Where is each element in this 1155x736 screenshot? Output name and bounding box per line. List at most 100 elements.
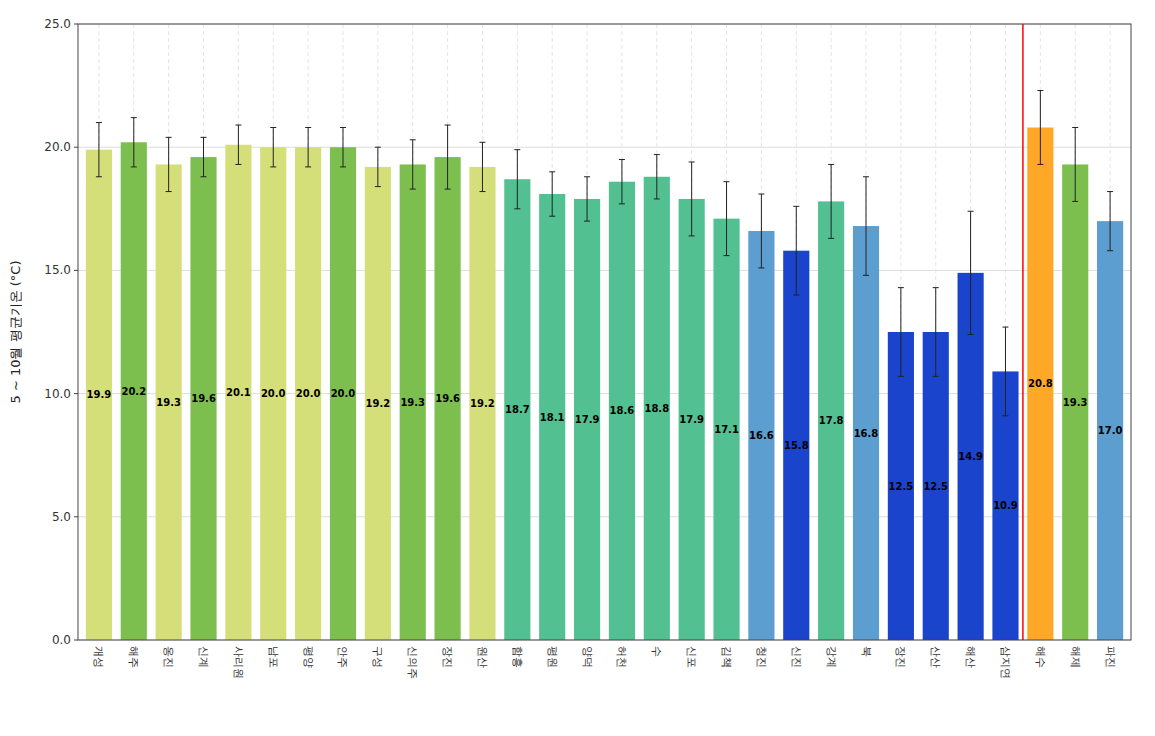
error-bar — [96, 123, 102, 177]
y-tick-label: 15.0 — [44, 263, 71, 277]
x-tick-label: 수 — [650, 646, 663, 657]
data-label: 19.3 — [400, 397, 425, 408]
x-tick-label: 신계 — [197, 646, 210, 668]
x-tick-label: 사리원 — [232, 646, 245, 679]
data-label: 17.0 — [1098, 425, 1123, 436]
y-tick — [74, 270, 78, 271]
bar — [818, 201, 844, 640]
bar — [679, 199, 705, 640]
chart-container: 19.920.219.319.620.120.020.020.019.219.3… — [0, 0, 1155, 736]
error-bar — [305, 127, 311, 166]
error-bar — [166, 137, 172, 191]
grid — [78, 24, 1131, 640]
data-label: 19.6 — [191, 393, 216, 404]
data-label: 18.6 — [610, 405, 635, 416]
error-bar — [410, 140, 416, 189]
error-bar — [201, 137, 207, 176]
x-tick-label: 김책 — [720, 646, 733, 668]
data-label: 16.8 — [854, 428, 879, 439]
plot-marks — [86, 24, 1123, 640]
y-tick — [74, 640, 78, 641]
x-tick-label: 구성 — [371, 646, 384, 668]
bar — [295, 147, 321, 640]
x-tick-label: 삼지연 — [999, 646, 1012, 679]
data-label: 19.2 — [470, 398, 495, 409]
y-tick-label: 10.0 — [44, 387, 71, 401]
data-label: 15.8 — [784, 440, 809, 451]
x-tick-label: 신포 — [685, 646, 698, 668]
data-label: 20.1 — [226, 387, 251, 398]
data-labels: 19.920.219.319.620.120.020.020.019.219.3… — [87, 378, 1123, 511]
error-bar — [549, 172, 555, 216]
data-label: 20.8 — [1028, 378, 1053, 389]
divider-line — [1022, 24, 1024, 640]
error-bar — [724, 182, 730, 256]
y-tick — [74, 516, 78, 517]
error-bar — [1037, 91, 1043, 165]
data-label: 20.0 — [261, 388, 286, 399]
x-tick-label: 해수 — [1034, 646, 1047, 668]
error-bar — [375, 147, 381, 186]
data-label: 18.7 — [505, 404, 530, 415]
bar — [574, 199, 600, 640]
chart-svg: 19.920.219.319.620.120.020.020.019.219.3… — [0, 0, 1155, 736]
data-label: 18.8 — [644, 403, 669, 414]
error-bar — [863, 177, 869, 276]
x-tick-label: 남포 — [267, 646, 280, 668]
error-bar — [619, 160, 625, 204]
x-tick-label: 양덕 — [581, 646, 594, 668]
x-tick-label: 허천 — [615, 646, 628, 668]
bar — [504, 179, 530, 640]
bar — [1097, 221, 1123, 640]
y-tick-label: 25.0 — [44, 17, 71, 31]
bar — [609, 182, 635, 640]
x-tick-label: 해제 — [1069, 646, 1082, 668]
data-label: 12.5 — [889, 481, 914, 492]
data-label: 17.9 — [575, 414, 600, 425]
x-tick-label: 평양 — [302, 646, 315, 668]
data-label: 18.1 — [540, 412, 565, 423]
data-label: 19.9 — [87, 389, 112, 400]
bar — [748, 231, 774, 640]
y-tick-label: 0.0 — [52, 633, 71, 647]
data-label: 17.8 — [819, 415, 844, 426]
bar — [783, 251, 809, 640]
error-bar — [898, 288, 904, 377]
error-bar — [1072, 127, 1078, 201]
bar — [225, 145, 251, 640]
data-label: 19.6 — [435, 393, 460, 404]
data-label: 20.0 — [296, 388, 321, 399]
error-bar — [828, 164, 834, 238]
bar — [644, 177, 670, 640]
error-bar — [131, 118, 137, 167]
x-tick-label: 장진 — [894, 646, 907, 668]
bar — [86, 150, 112, 640]
bar — [121, 142, 147, 640]
x-tick-label: 강계 — [825, 646, 838, 668]
bar — [713, 219, 739, 640]
error-bar — [235, 125, 241, 164]
bar — [156, 164, 182, 640]
data-label: 17.1 — [714, 424, 739, 435]
bar — [435, 157, 461, 640]
data-label: 20.2 — [121, 386, 146, 397]
x-tick-label: 해산 — [964, 646, 977, 668]
y-axis-label: 5 ~ 10월 평균기온 (°C) — [8, 261, 23, 404]
bar — [365, 167, 391, 640]
x-tick-label: 원산 — [476, 646, 489, 668]
bar — [1027, 127, 1053, 640]
data-label: 17.9 — [679, 414, 704, 425]
x-tick-label: 산산 — [929, 646, 942, 668]
x-tick-label: 평원 — [546, 646, 559, 668]
error-bar — [479, 142, 485, 191]
error-bar — [514, 150, 520, 209]
bar — [923, 332, 949, 640]
bar — [469, 167, 495, 640]
x-tick-label: 안주 — [336, 646, 349, 668]
error-bar — [340, 127, 346, 166]
x-tick-label: 청진 — [755, 646, 768, 668]
error-bar — [933, 288, 939, 377]
bar — [539, 194, 565, 640]
x-tick-label: 장진 — [441, 646, 454, 668]
data-label: 10.9 — [993, 500, 1018, 511]
